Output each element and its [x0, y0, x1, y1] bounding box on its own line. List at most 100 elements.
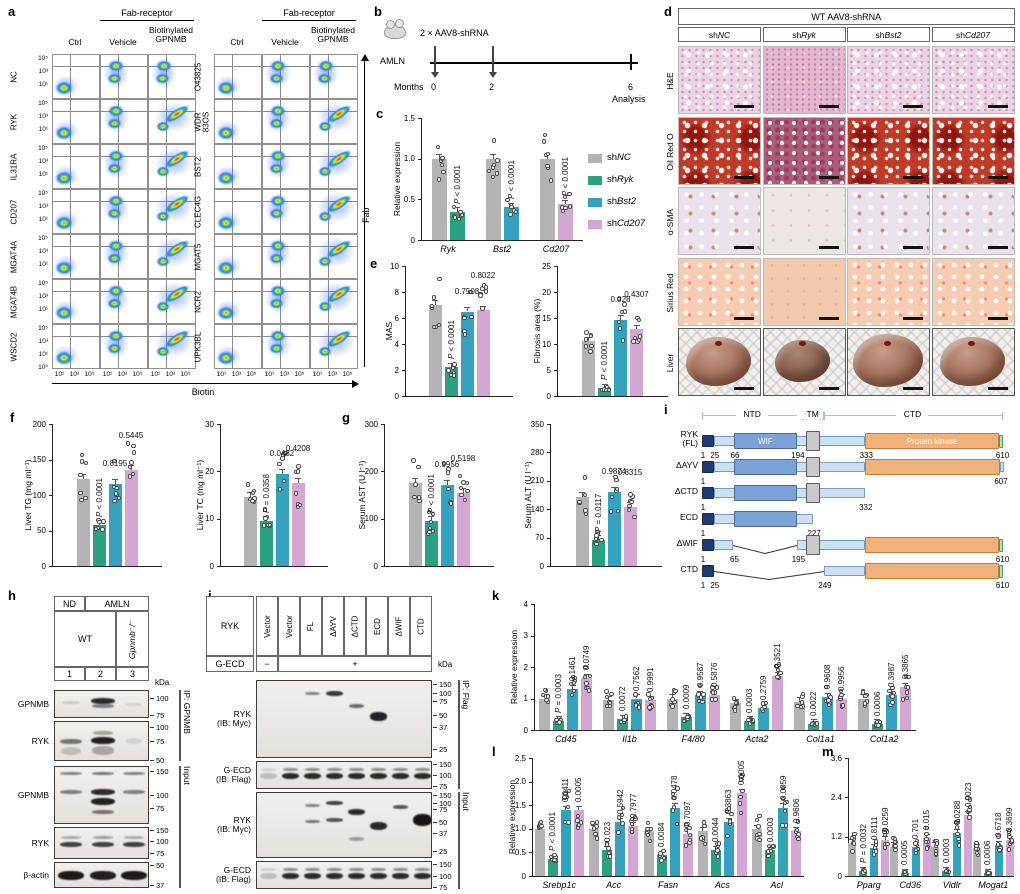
data-point-dot	[956, 843, 961, 848]
data-point-dot	[609, 509, 614, 514]
data-point-dot	[609, 691, 614, 697]
protein-band	[91, 809, 114, 814]
panel-letter-d: d	[664, 4, 672, 19]
kda-tick	[433, 876, 437, 878]
kda-tick	[150, 795, 154, 796]
construct-name: ΔCTD	[674, 486, 698, 496]
category-label: Mogat1	[978, 880, 1009, 890]
data-point-dot	[629, 499, 634, 504]
y-tick-mark	[547, 509, 550, 511]
flow-row-label: NC	[9, 70, 18, 83]
gate-horizontal-line	[215, 246, 261, 248]
density-blob	[269, 73, 284, 84]
data-point-dot	[562, 795, 567, 800]
data-point-dot	[411, 458, 416, 463]
y-tick-mark	[418, 199, 421, 201]
data-point-dot	[566, 820, 571, 825]
data-point-dot	[461, 480, 466, 485]
protein-band	[325, 690, 343, 696]
gecd-row-label: G-ECD	[206, 656, 254, 672]
data-point-dot	[250, 498, 255, 504]
flow-col-label: Ctrl	[68, 37, 82, 47]
histology-image	[847, 116, 930, 185]
bar	[598, 388, 611, 396]
density-blob	[107, 118, 122, 129]
bar	[972, 848, 981, 876]
panel-i: NTD TM CTD RYK (FL) WIF Protein kinase 1 25 66 19…	[664, 406, 1018, 590]
bar	[772, 676, 784, 730]
bar	[730, 703, 742, 730]
kda-tick	[150, 830, 154, 832]
data-point-dot	[428, 520, 434, 525]
p-value-label: 0.701	[911, 818, 921, 839]
data-point-dot	[505, 197, 510, 202]
data-point-dot	[687, 826, 692, 831]
data-point-dot	[426, 509, 432, 515]
histology-image	[762, 187, 846, 255]
data-point-dot	[261, 523, 267, 528]
protein-band	[126, 702, 143, 706]
error-bar-cap	[671, 803, 678, 805]
category-label: Ryk	[440, 244, 456, 254]
density-blob	[269, 208, 284, 219]
histology-row-label: α-SMA	[665, 208, 675, 236]
p-value-label: 0.0005	[737, 760, 747, 786]
data-point-dot	[646, 832, 651, 838]
mouse-icon	[382, 18, 408, 39]
residue-number: 1	[700, 529, 706, 538]
protein-band	[414, 768, 430, 772]
fab-receptor-header: Fab-receptor	[121, 8, 173, 18]
protein-band	[60, 772, 82, 776]
data-point-dot	[606, 846, 611, 851]
error-bar-cap	[617, 315, 624, 316]
gecd-minus: −	[256, 656, 278, 672]
gate-horizontal-line	[53, 111, 99, 113]
bar	[617, 718, 628, 730]
p-value-label: 0.9606	[791, 798, 801, 824]
data-point-dot	[632, 335, 638, 340]
data-point-dot	[778, 670, 783, 676]
data-point-dot	[874, 849, 879, 854]
x-axis	[405, 396, 513, 398]
data-point-dot	[586, 688, 591, 693]
data-point-dot	[590, 820, 595, 825]
histology-row-label: Oil Red O	[665, 132, 675, 171]
panel-letter-e: e	[370, 256, 378, 271]
residue-number: 607	[994, 477, 1008, 486]
bar	[573, 809, 584, 876]
histology-col-header: sh Ryk	[762, 27, 846, 42]
data-point-dot	[127, 464, 133, 470]
data-point-dot	[995, 842, 1001, 847]
kda-label: 37	[439, 722, 448, 732]
y-tick-mark	[531, 730, 534, 731]
flow-x-tick: 10⁵	[132, 371, 143, 378]
flow-col-label: Biotinylated GPNMB	[149, 25, 193, 44]
liver-lesion-spot	[883, 340, 891, 347]
data-point-dot	[591, 826, 597, 831]
y-tick-label: 10	[390, 261, 399, 271]
protein-band	[392, 805, 408, 810]
density-blob	[317, 73, 332, 84]
protein-band	[89, 870, 116, 880]
protein-band	[304, 820, 320, 824]
protein-band	[90, 736, 115, 744]
y-tick-mark	[381, 566, 384, 567]
bar	[275, 473, 289, 566]
error-bar	[462, 487, 464, 493]
kda-label: 25	[439, 744, 448, 754]
data-point-dot	[486, 169, 492, 174]
chart-e_fib: Fibrosis area (%) 0 5 10 15 20 25 P < 0.0001 0.0…	[523, 258, 670, 404]
data-point-dot	[687, 832, 693, 838]
error-bar-cap	[810, 719, 817, 721]
lane-label: Vector	[284, 614, 294, 638]
construct-lane-header: Vector	[256, 596, 278, 656]
data-point-dot	[737, 801, 743, 806]
data-point-dot	[696, 692, 701, 697]
p-value-label: 0.7508	[454, 286, 480, 296]
scale-bar	[818, 246, 839, 249]
density-blob	[108, 330, 124, 342]
p-value-label: 0.0749	[582, 645, 592, 671]
flow-x-tick: 10¹	[102, 371, 113, 378]
data-point-dot	[449, 501, 454, 506]
